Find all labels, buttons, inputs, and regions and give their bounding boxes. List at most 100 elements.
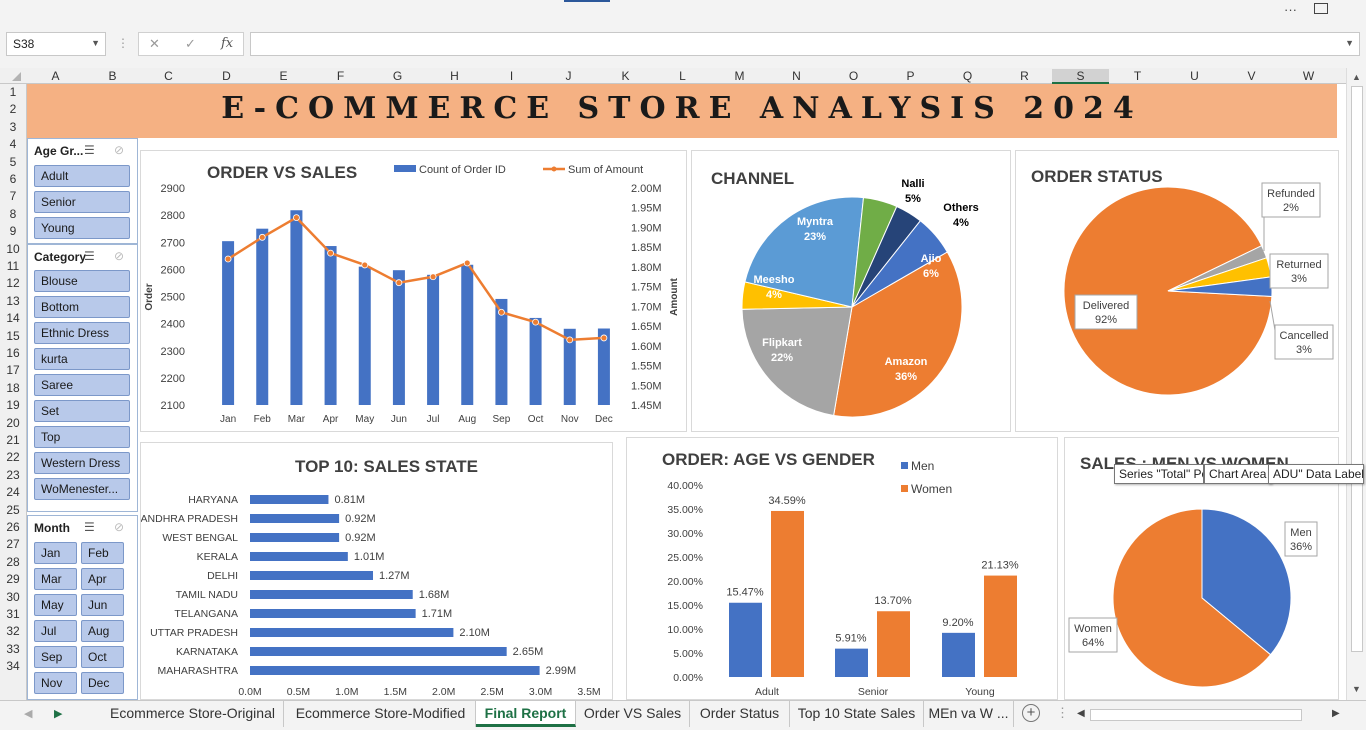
row-header[interactable]: 16 bbox=[6, 346, 20, 360]
slicer-item-aug[interactable]: Aug bbox=[81, 620, 124, 642]
slicer-item-oct[interactable]: Oct bbox=[81, 646, 124, 668]
more-options-icon[interactable]: ··· bbox=[1284, 2, 1297, 17]
select-all-icon[interactable] bbox=[12, 72, 21, 81]
row-header[interactable]: 7 bbox=[9, 189, 17, 204]
row-header[interactable]: 9 bbox=[9, 224, 17, 239]
row-header[interactable]: 15 bbox=[6, 328, 20, 343]
column-header[interactable]: R bbox=[1020, 69, 1029, 83]
column-header[interactable]: U bbox=[1190, 69, 1199, 83]
sheet-tab-4[interactable]: Order Status bbox=[690, 701, 790, 727]
column-header[interactable]: L bbox=[679, 69, 686, 83]
slicer-item-womenester-[interactable]: WoMenester... bbox=[34, 478, 130, 500]
row-header[interactable]: 28 bbox=[6, 554, 20, 569]
slicer-item-apr[interactable]: Apr bbox=[81, 568, 124, 590]
sheet-tab-6[interactable]: MEn va W ... bbox=[924, 701, 1014, 727]
row-header[interactable]: 25 bbox=[6, 502, 20, 517]
column-header[interactable]: K bbox=[621, 69, 630, 83]
clear-filter-icon[interactable]: ⊘ bbox=[114, 143, 125, 157]
scroll-left-icon[interactable]: ◀ bbox=[1077, 708, 1085, 719]
column-header[interactable]: N bbox=[792, 69, 801, 83]
vertical-scrollbar[interactable]: ▲ ▼ bbox=[1346, 68, 1366, 700]
column-header[interactable]: G bbox=[392, 69, 403, 83]
sheet-tab-5[interactable]: Top 10 State Sales bbox=[790, 701, 924, 727]
order-vs-sales-chart[interactable]: ORDER VS SALES Count of Order ID Sum of A… bbox=[140, 150, 687, 432]
clear-filter-icon[interactable]: ⊘ bbox=[114, 249, 125, 263]
slicer-item-western-dress[interactable]: Western Dress bbox=[34, 452, 130, 474]
row-header[interactable]: 1 bbox=[9, 85, 17, 99]
column-header[interactable]: S bbox=[1052, 69, 1109, 84]
row-header[interactable]: 3 bbox=[9, 119, 17, 134]
row-header[interactable]: 33 bbox=[6, 641, 20, 656]
row-header[interactable]: 8 bbox=[9, 206, 17, 221]
slicer-item-adult[interactable]: Adult bbox=[34, 165, 130, 187]
expand-formula-icon[interactable]: ▼ bbox=[1345, 38, 1354, 48]
sheet-tab-3[interactable]: Order VS Sales bbox=[576, 701, 690, 727]
tab-splitter-icon[interactable]: ⋮ bbox=[1056, 705, 1069, 720]
clear-filter-icon[interactable]: ⊘ bbox=[114, 520, 125, 534]
scroll-thumb[interactable] bbox=[1090, 709, 1302, 721]
slicer-item-ethnic-dress[interactable]: Ethnic Dress bbox=[34, 322, 130, 344]
insert-function-icon[interactable]: fx bbox=[221, 36, 234, 51]
prev-sheet-icon[interactable]: ◀ bbox=[24, 708, 33, 720]
row-header[interactable]: 11 bbox=[6, 259, 20, 273]
column-header[interactable]: O bbox=[848, 69, 859, 83]
top10-sales-state-chart[interactable]: TOP 10: SALES STATE HARYANA 0.81M ANDHRA P… bbox=[140, 442, 613, 700]
row-header[interactable]: 10 bbox=[6, 241, 20, 256]
formula-input[interactable]: ▼ bbox=[250, 32, 1360, 56]
slicer-item-jul[interactable]: Jul bbox=[34, 620, 77, 642]
name-box[interactable]: S38 ▼ bbox=[6, 32, 106, 56]
drag-handle-icon[interactable]: ⋮ bbox=[117, 36, 129, 50]
row-header[interactable]: 27 bbox=[6, 537, 20, 552]
row-header[interactable]: 23 bbox=[6, 467, 20, 482]
column-header[interactable]: P bbox=[906, 69, 915, 83]
row-header[interactable]: 19 bbox=[6, 398, 20, 413]
row-header[interactable]: 4 bbox=[9, 137, 17, 152]
row-header[interactable]: 30 bbox=[6, 589, 20, 604]
row-header[interactable]: 5 bbox=[9, 154, 17, 169]
row-header[interactable]: 21 bbox=[6, 433, 20, 447]
cancel-icon[interactable]: ✕ bbox=[149, 36, 160, 51]
multi-select-icon[interactable]: ☰ bbox=[84, 249, 95, 263]
column-header[interactable]: Q bbox=[962, 69, 973, 83]
slicer-item-blouse[interactable]: Blouse bbox=[34, 270, 130, 292]
scroll-thumb[interactable] bbox=[1351, 86, 1363, 652]
column-header[interactable]: A bbox=[51, 69, 60, 83]
row-header[interactable]: 20 bbox=[6, 415, 20, 430]
enter-icon[interactable]: ✓ bbox=[185, 36, 196, 51]
add-sheet-icon[interactable]: + bbox=[1022, 704, 1040, 722]
row-header[interactable]: 26 bbox=[6, 520, 20, 534]
row-header[interactable]: 13 bbox=[6, 293, 20, 308]
slicer-item-mar[interactable]: Mar bbox=[34, 568, 77, 590]
channel-chart[interactable]: CHANNEL Amazon 36% Flipkart 22% Meesho 4% Mynt… bbox=[691, 150, 1011, 432]
row-header[interactable]: 22 bbox=[6, 450, 20, 465]
column-header[interactable]: V bbox=[1247, 69, 1256, 83]
slicer-item-young[interactable]: Young bbox=[34, 217, 130, 239]
row-header[interactable]: 18 bbox=[6, 380, 20, 395]
slicer-item-feb[interactable]: Feb bbox=[81, 542, 124, 564]
multi-select-icon[interactable]: ☰ bbox=[84, 143, 95, 157]
row-header[interactable]: 17 bbox=[6, 363, 20, 378]
slicer-item-sep[interactable]: Sep bbox=[34, 646, 77, 668]
slicer-item-dec[interactable]: Dec bbox=[81, 672, 124, 694]
slicer-item-senior[interactable]: Senior bbox=[34, 191, 130, 213]
column-header[interactable]: W bbox=[1302, 69, 1315, 83]
row-header[interactable]: 2 bbox=[9, 102, 17, 117]
scroll-down-icon[interactable]: ▼ bbox=[1352, 684, 1361, 694]
sheet-tab-0[interactable]: Ecommerce Store-Original bbox=[102, 701, 284, 727]
scroll-right-icon[interactable]: ▶ bbox=[1332, 708, 1340, 719]
column-header[interactable]: F bbox=[336, 69, 345, 83]
horizontal-scrollbar[interactable]: ◀ ▶ bbox=[1074, 707, 1344, 723]
row-header[interactable]: 32 bbox=[6, 624, 20, 639]
row-header[interactable]: 31 bbox=[6, 607, 20, 621]
slicer-item-nov[interactable]: Nov bbox=[34, 672, 77, 694]
row-header[interactable]: 29 bbox=[6, 572, 20, 587]
sheet-tab-2[interactable]: Final Report bbox=[476, 701, 576, 727]
column-header[interactable]: E bbox=[279, 69, 288, 83]
sheet-tab-1[interactable]: Ecommerce Store-Modified bbox=[286, 701, 476, 727]
column-header[interactable]: D bbox=[222, 69, 231, 83]
slicer-item-saree[interactable]: Saree bbox=[34, 374, 130, 396]
restore-window-icon[interactable] bbox=[1314, 3, 1328, 14]
chevron-down-icon[interactable]: ▼ bbox=[91, 38, 100, 48]
column-header[interactable]: B bbox=[108, 69, 117, 83]
slicer-item-bottom[interactable]: Bottom bbox=[34, 296, 130, 318]
